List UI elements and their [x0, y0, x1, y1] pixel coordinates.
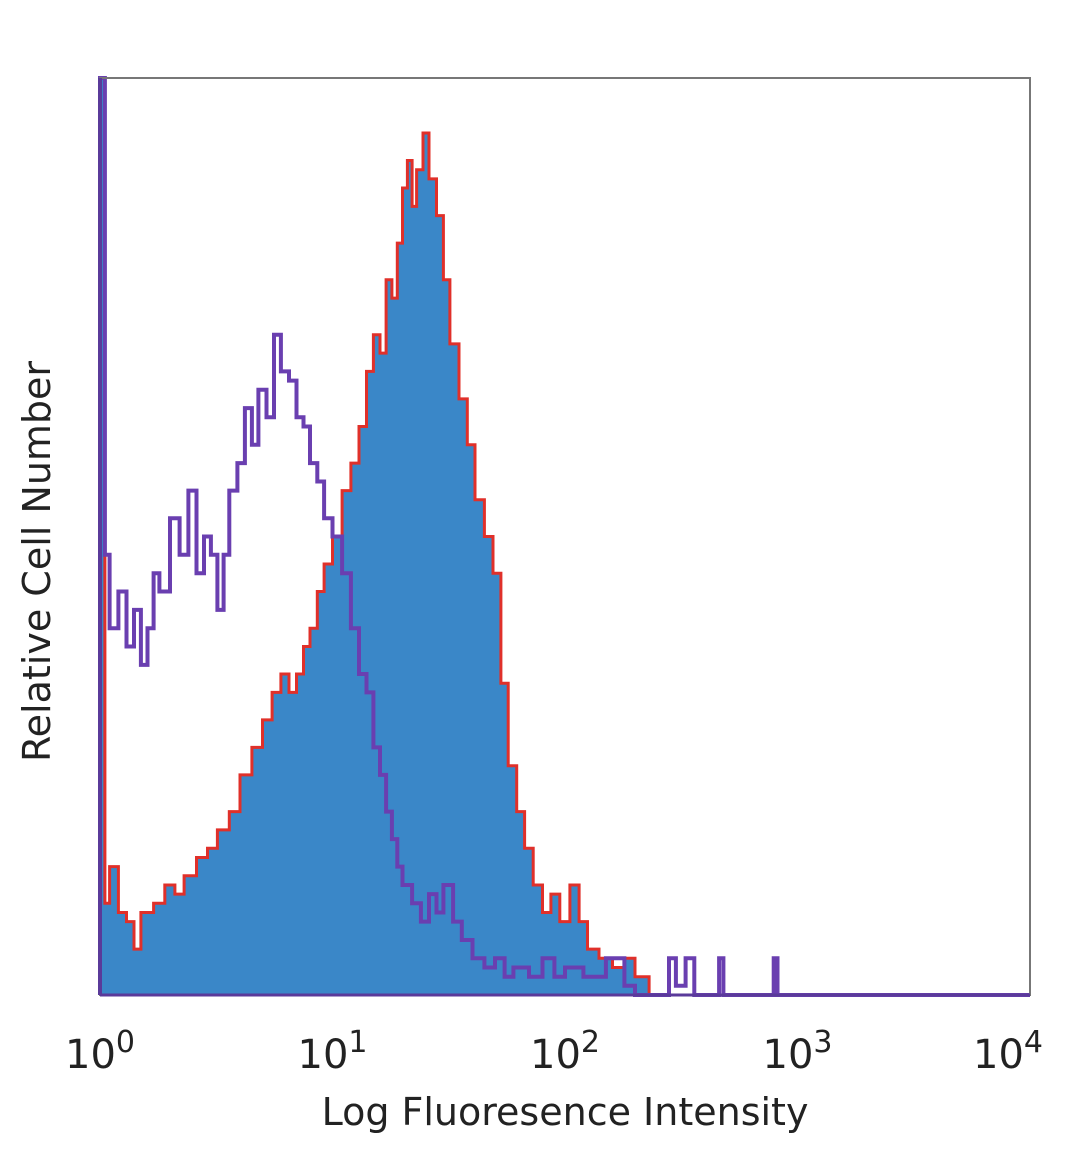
- x-tick-label: 102: [530, 1025, 600, 1078]
- x-tick-label: 101: [298, 1025, 368, 1078]
- x-tick-label: 103: [763, 1025, 833, 1078]
- histogram-filled-outline: [98, 76, 1030, 997]
- histogram-open-line: [98, 76, 1030, 997]
- x-tick-label: 100: [65, 1025, 135, 1078]
- y-axis-title: Relative Cell Number: [15, 361, 59, 762]
- series-layer: [98, 76, 1030, 997]
- x-axis-title: Log Fluoresence Intensity: [322, 1090, 809, 1134]
- x-tick-labels: 100 101 102 103 104: [65, 1025, 1043, 1078]
- x-tick-label: 104: [973, 1025, 1043, 1078]
- histogram-filled-area: [100, 78, 1030, 995]
